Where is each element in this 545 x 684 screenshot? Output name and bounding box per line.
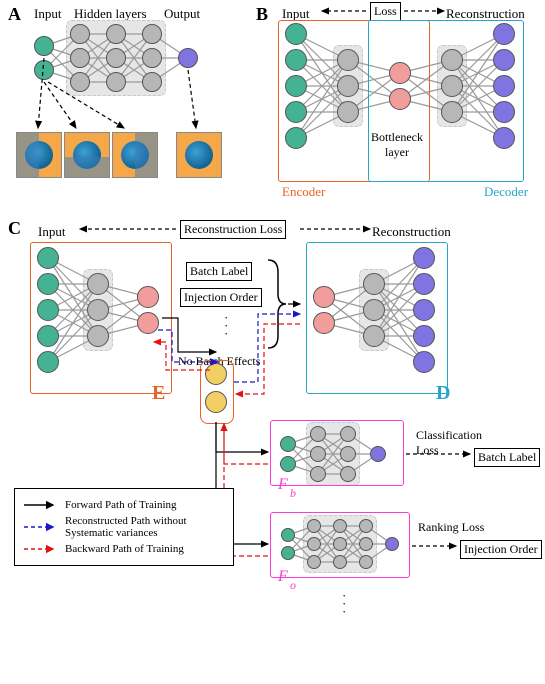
nn-node — [142, 48, 162, 68]
nn-node — [70, 48, 90, 68]
nn-node — [70, 24, 90, 44]
nn-node — [34, 36, 54, 56]
sample-thumbnail — [16, 132, 62, 178]
E-label: E — [152, 382, 165, 405]
sample-thumbnail — [176, 132, 222, 178]
legend-item: Backward Path of Training — [23, 542, 225, 556]
nn-node — [106, 72, 126, 92]
nn-node — [142, 72, 162, 92]
encoder-label: Encoder — [282, 184, 325, 200]
panel-c-recon-label: Reconstruction — [372, 224, 451, 240]
injection-order-box-2: Injection Order — [460, 540, 542, 559]
Fo-sub: o — [290, 578, 296, 593]
panel-c-tag: C — [8, 218, 21, 239]
legend: Forward Path of Training Reconstructed Pa… — [14, 488, 234, 566]
batch-label-box: Batch Label — [186, 262, 252, 281]
panel-b-tag: B — [256, 4, 268, 25]
panel-a-output-label: Output — [164, 6, 200, 22]
decoder-D-frame — [306, 242, 448, 394]
decoder-frame — [368, 20, 524, 182]
nn-node — [34, 60, 54, 80]
Fo-frame — [270, 512, 410, 578]
Fo-label: F — [278, 568, 288, 586]
no-batch-node — [205, 391, 227, 413]
encoder-E-frame — [30, 242, 172, 394]
nn-node — [142, 24, 162, 44]
panel-c-input-label: Input — [38, 224, 65, 240]
figure-canvas: AInputHidden layersOutputBInputLossRecon… — [0, 0, 545, 684]
nn-node — [70, 72, 90, 92]
panel-a-tag: A — [8, 4, 21, 25]
ranking-loss-label: Ranking Loss — [418, 520, 488, 535]
injection-order-box: Injection Order — [180, 288, 262, 307]
no-batch-node — [205, 363, 227, 385]
vdots: · — [342, 604, 346, 620]
vdots: · — [224, 326, 228, 342]
recon-loss-box: Reconstruction Loss — [180, 220, 286, 239]
batch-label-box-2: Batch Label — [474, 448, 540, 467]
sample-thumbnail — [64, 132, 110, 178]
decoder-label: Decoder — [484, 184, 528, 200]
nn-node — [178, 48, 198, 68]
Fb-label: F — [278, 476, 288, 494]
nn-node — [106, 24, 126, 44]
panel-a-input-label: Input — [34, 6, 61, 22]
Fb-sub: b — [290, 486, 296, 501]
D-label: D — [436, 382, 450, 405]
Fb-frame — [270, 420, 404, 486]
nn-node — [106, 48, 126, 68]
legend-item: Forward Path of Training — [23, 498, 225, 512]
panel-b-loss-box: Loss — [370, 2, 401, 21]
sample-thumbnail — [112, 132, 158, 178]
legend-item: Reconstructed Path without Systematic va… — [23, 515, 225, 539]
